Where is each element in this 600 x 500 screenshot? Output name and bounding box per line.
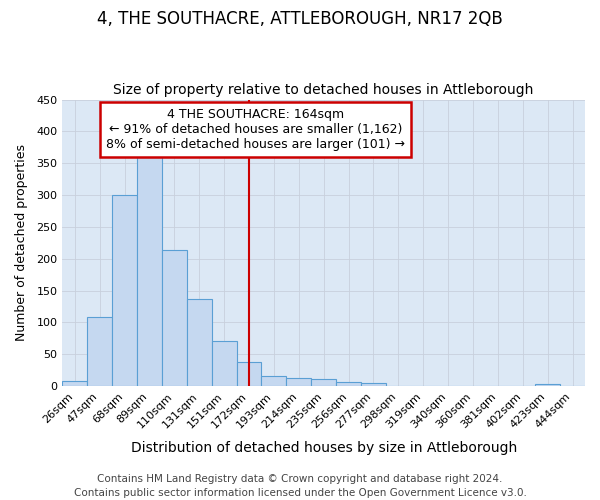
Y-axis label: Number of detached properties: Number of detached properties bbox=[15, 144, 28, 342]
Bar bbox=[162, 250, 187, 386]
Bar bbox=[262, 376, 286, 386]
X-axis label: Distribution of detached houses by size in Attleborough: Distribution of detached houses by size … bbox=[131, 441, 517, 455]
Bar bbox=[87, 318, 112, 386]
Bar bbox=[361, 383, 386, 386]
Bar bbox=[535, 384, 560, 386]
Bar bbox=[112, 195, 137, 386]
Bar bbox=[212, 342, 236, 386]
Bar bbox=[286, 378, 311, 386]
Bar bbox=[236, 362, 262, 386]
Text: 4, THE SOUTHACRE, ATTLEBOROUGH, NR17 2QB: 4, THE SOUTHACRE, ATTLEBOROUGH, NR17 2QB bbox=[97, 10, 503, 28]
Text: 4 THE SOUTHACRE: 164sqm
← 91% of detached houses are smaller (1,162)
8% of semi-: 4 THE SOUTHACRE: 164sqm ← 91% of detache… bbox=[106, 108, 405, 151]
Bar bbox=[336, 382, 361, 386]
Title: Size of property relative to detached houses in Attleborough: Size of property relative to detached ho… bbox=[113, 83, 534, 97]
Bar bbox=[62, 381, 87, 386]
Text: Contains HM Land Registry data © Crown copyright and database right 2024.
Contai: Contains HM Land Registry data © Crown c… bbox=[74, 474, 526, 498]
Bar bbox=[187, 299, 212, 386]
Bar bbox=[311, 379, 336, 386]
Bar bbox=[137, 157, 162, 386]
